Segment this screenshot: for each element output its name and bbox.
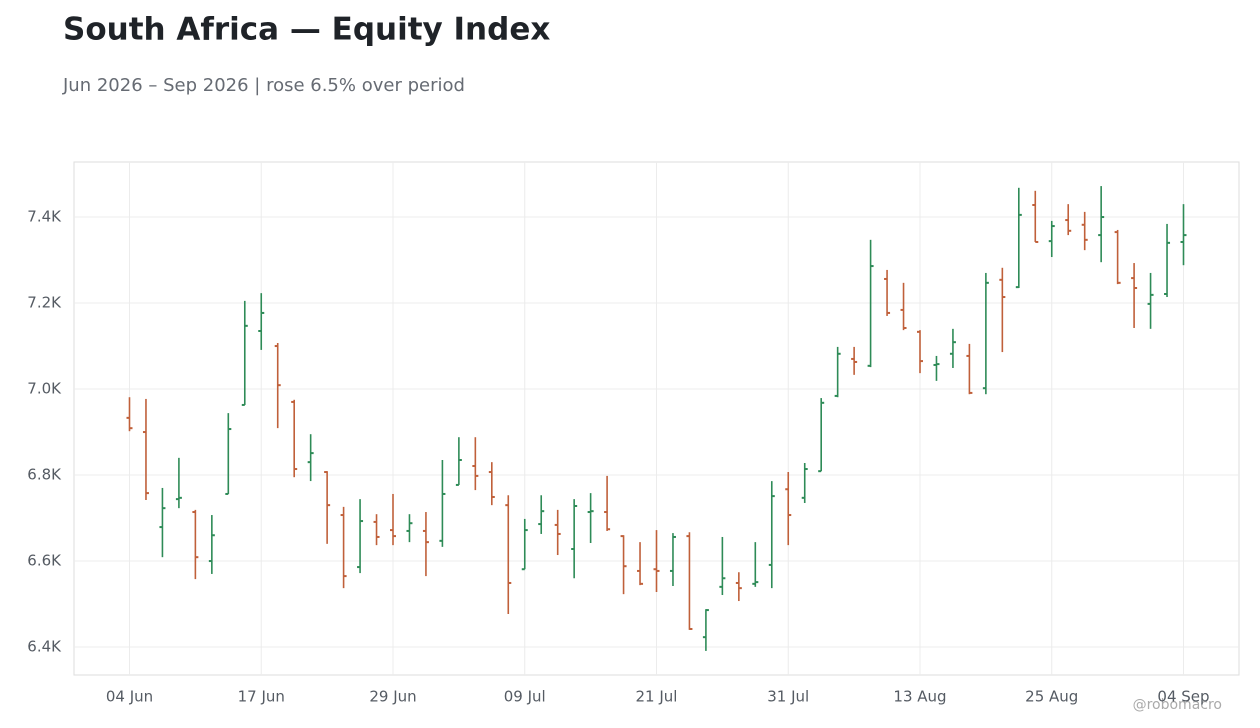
x-tick-label: 21 Jul xyxy=(636,688,678,706)
watermark: @robomacro xyxy=(1133,697,1222,713)
x-tick-label: 13 Aug xyxy=(893,688,946,706)
y-tick-label: 7.0K xyxy=(27,380,62,398)
x-tick-label: 09 Jul xyxy=(504,688,546,706)
chart-title: South Africa — Equity Index xyxy=(63,12,550,48)
x-tick-label: 31 Jul xyxy=(767,688,809,706)
y-tick-label: 6.8K xyxy=(27,466,62,484)
y-tick-label: 7.2K xyxy=(27,294,62,312)
x-tick-label: 17 Jun xyxy=(238,688,285,706)
y-tick-label: 6.6K xyxy=(27,552,62,570)
y-tick-label: 6.4K xyxy=(27,638,62,656)
marks xyxy=(126,186,1187,651)
x-tick-label: 04 Jun xyxy=(106,688,153,706)
x-tick-label: 25 Aug xyxy=(1025,688,1078,706)
x-tick-label: 04 Sep xyxy=(1157,688,1209,706)
chart-subtitle: Jun 2026 – Sep 2026 | rose 6.5% over per… xyxy=(62,75,465,96)
y-tick-label: 7.4K xyxy=(27,208,62,226)
x-tick-label: 29 Jun xyxy=(369,688,416,706)
grid xyxy=(74,162,1239,675)
